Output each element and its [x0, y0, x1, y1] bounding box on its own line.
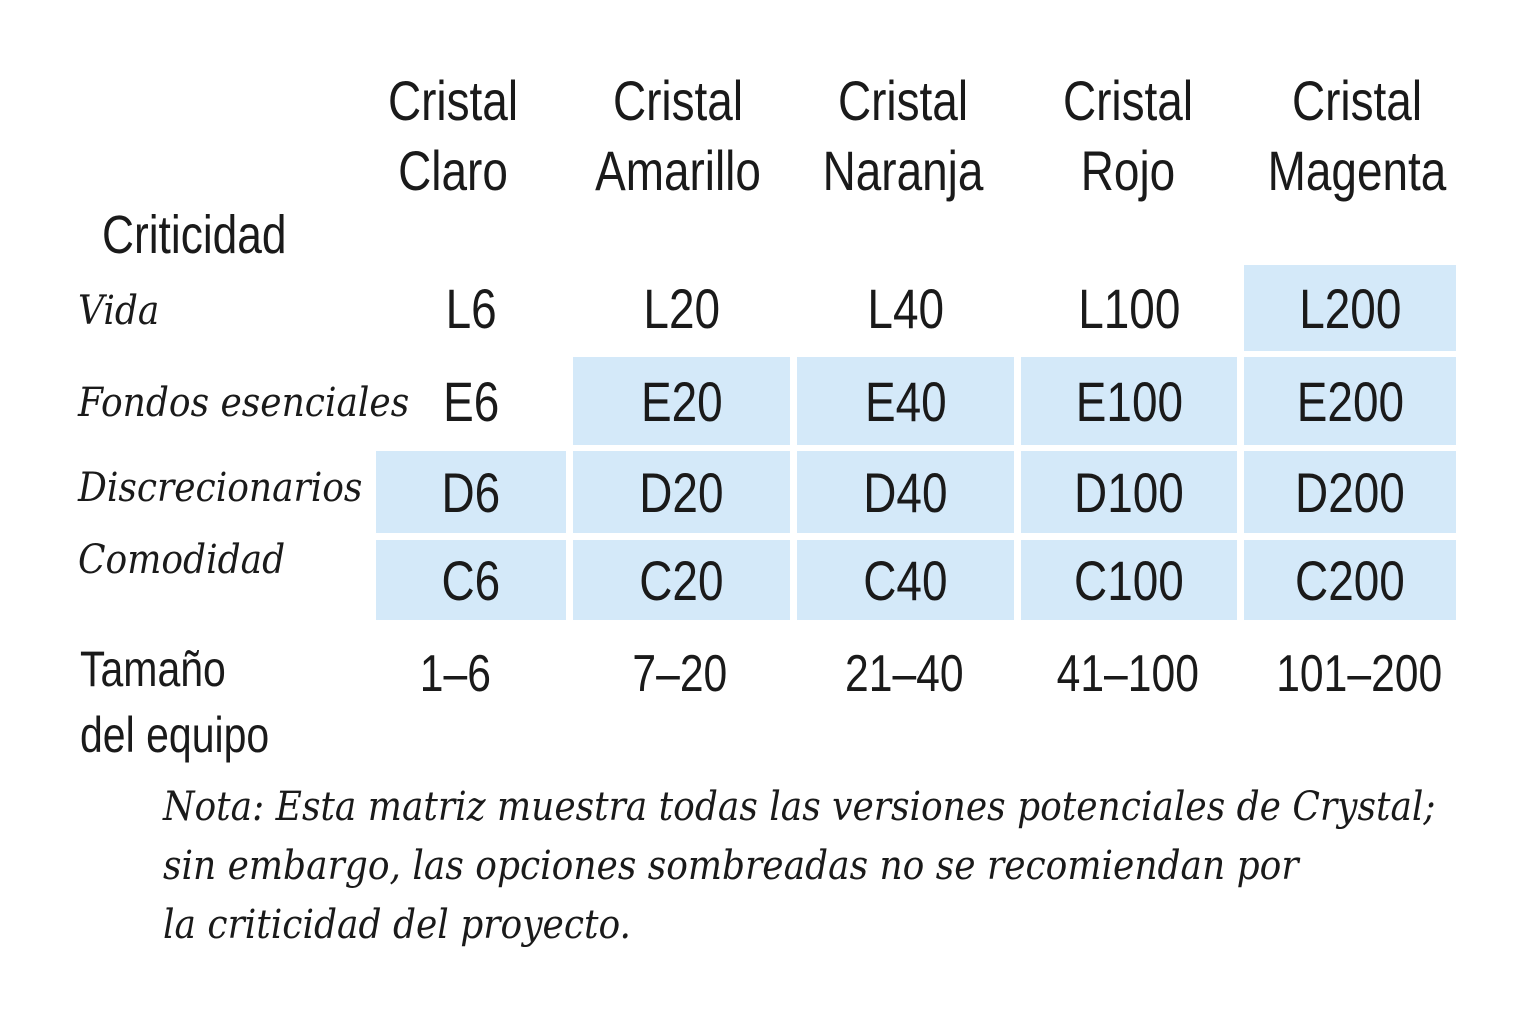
matrix-cell: L200	[1244, 265, 1456, 351]
matrix-cell-text: C200	[1295, 548, 1405, 612]
row-label-vida: Vida	[78, 288, 160, 334]
matrix-cell: D20	[573, 451, 790, 533]
row-label-discrecionarios: Discrecionarios	[78, 465, 363, 511]
column-header-line2: Magenta	[1267, 139, 1447, 202]
matrix-cell: L100	[1021, 265, 1237, 351]
matrix-cell-text: L20	[643, 276, 720, 340]
matrix-cell-text: D100	[1074, 460, 1184, 524]
matrix-cell: C40	[797, 540, 1014, 620]
matrix-cell-text: D6	[441, 460, 501, 524]
matrix-cell-text: E6	[442, 369, 500, 433]
footnote-line1: Nota: Esta matriz muestra todas las vers…	[163, 784, 1436, 830]
matrix-cell: D40	[797, 451, 1014, 533]
team-size-label-line1: Tamaño	[80, 641, 226, 697]
matrix-cell: C6	[376, 540, 566, 620]
team-size-text: 21–40	[844, 645, 964, 703]
matrix-cell-text: C100	[1074, 548, 1184, 612]
criticality-heading: Criticidad	[102, 205, 287, 265]
team-size-value: 21–40	[794, 642, 1014, 706]
footnote-line3: la criticidad del proyecto.	[163, 902, 631, 948]
matrix-cell: E100	[1021, 357, 1237, 445]
matrix-cell: D6	[376, 451, 566, 533]
matrix-cell-text: E100	[1075, 369, 1183, 433]
column-header-line1: Cristal	[1062, 69, 1194, 132]
row-label-comodidad: Comodidad	[78, 537, 286, 583]
team-size-text: 101–200	[1275, 645, 1442, 703]
matrix-cell-text: E40	[864, 369, 947, 433]
team-size-label: Tamaño del equipo	[80, 636, 269, 768]
matrix-cell: L40	[797, 265, 1014, 351]
matrix-cell: E40	[797, 357, 1014, 445]
column-header-line1: Cristal	[1291, 69, 1423, 132]
matrix-cell: E20	[573, 357, 790, 445]
matrix-cell-text: E20	[640, 369, 723, 433]
matrix-cell-text: D20	[639, 460, 724, 524]
column-header-line2: Claro	[398, 139, 508, 202]
column-header-line2: Amarillo	[595, 139, 761, 202]
matrix-cell: C20	[573, 540, 790, 620]
matrix-cell-text: D40	[863, 460, 948, 524]
matrix-cell-text: D200	[1295, 460, 1405, 524]
column-header-line2: Rojo	[1080, 139, 1176, 202]
team-size-value: 101–200	[1249, 642, 1469, 706]
matrix-cell: C100	[1021, 540, 1237, 620]
team-size-value: 1–6	[345, 642, 565, 706]
column-header-amarillo: Cristal Amarillo	[568, 66, 788, 206]
team-size-value: 7–20	[570, 642, 790, 706]
team-size-text: 1–6	[419, 645, 491, 703]
column-header-claro: Cristal Claro	[343, 66, 563, 206]
column-header-magenta: Cristal Magenta	[1247, 66, 1467, 206]
column-header-line2: Naranja	[822, 139, 984, 202]
row-label-fondos-esenciales: Fondos esenciales	[78, 380, 410, 426]
team-size-value: 41–100	[1018, 642, 1238, 706]
matrix-cell-text: L200	[1298, 276, 1402, 340]
matrix-cell: L20	[573, 265, 790, 351]
matrix-cell-text: L40	[867, 276, 944, 340]
matrix-cell-text: C20	[639, 548, 724, 612]
column-header-line1: Cristal	[387, 69, 519, 132]
matrix-cell: D200	[1244, 451, 1456, 533]
column-header-rojo: Cristal Rojo	[1018, 66, 1238, 206]
column-header-line1: Cristal	[612, 69, 744, 132]
matrix-cell: E200	[1244, 357, 1456, 445]
matrix-cell-text: L6	[445, 276, 497, 340]
team-size-text: 7–20	[632, 645, 728, 703]
footnote-line2: sin embargo, las opciones sombreadas no …	[163, 843, 1299, 889]
column-header-naranja: Cristal Naranja	[793, 66, 1013, 206]
matrix-cell-text: C6	[441, 548, 501, 612]
matrix-cell: C200	[1244, 540, 1456, 620]
matrix-cell-text: L100	[1077, 276, 1181, 340]
team-size-label-line2: del equipo	[80, 707, 270, 763]
matrix-cell: E6	[376, 357, 566, 445]
footnote: Nota: Esta matriz muestra todas las vers…	[163, 778, 1503, 955]
matrix-cell: D100	[1021, 451, 1237, 533]
matrix-cell: L6	[376, 265, 566, 351]
matrix-cell-text: E200	[1296, 369, 1404, 433]
column-header-line1: Cristal	[837, 69, 969, 132]
team-size-text: 41–100	[1056, 645, 1200, 703]
matrix-cell-text: C40	[863, 548, 948, 612]
